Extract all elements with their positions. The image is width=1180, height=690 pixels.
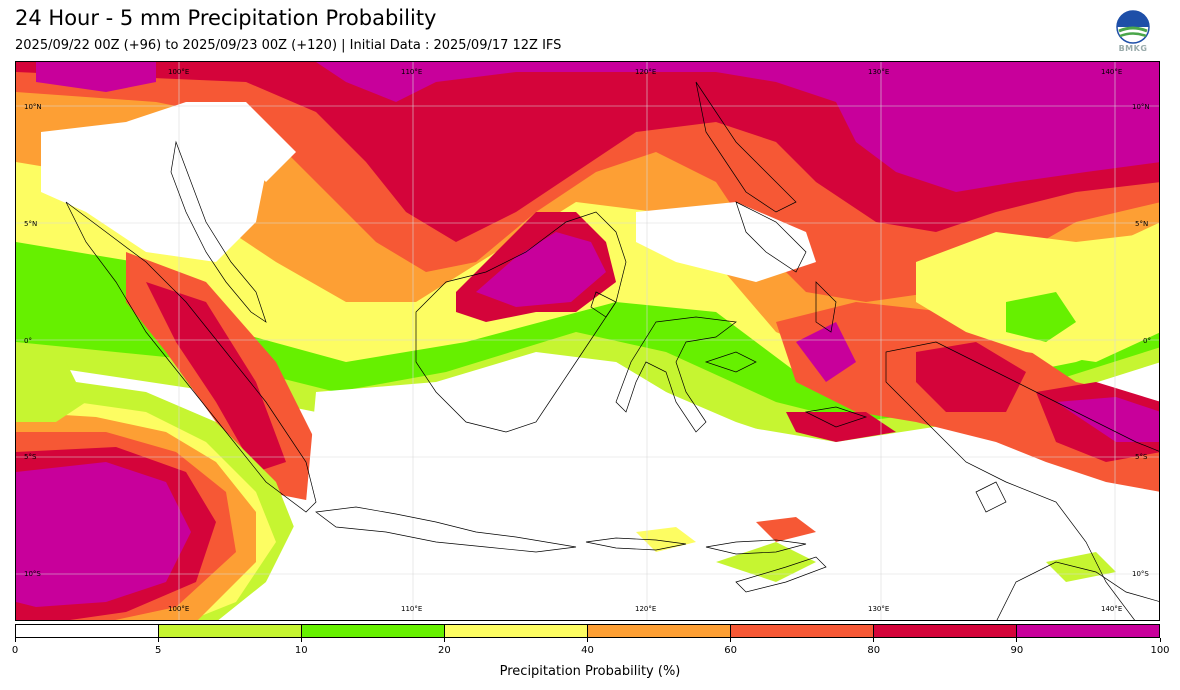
lon-label: 130°E — [868, 68, 890, 76]
map-canvas — [16, 62, 1159, 620]
lon-label: 120°E — [635, 605, 657, 613]
lon-label: 140°E — [1101, 605, 1123, 613]
lat-label: 5°N — [24, 220, 38, 228]
colorbar-tick-label: 40 — [581, 645, 594, 656]
colorbar-tick-label: 0 — [11, 645, 19, 656]
map-title: 24 Hour - 5 mm Precipitation Probability — [15, 6, 437, 30]
lat-label: 0° — [24, 337, 32, 345]
lon-label: 130°E — [868, 605, 890, 613]
colorbar-tick-label: 10 — [294, 645, 308, 656]
colorbar-tick-label: 5 — [154, 645, 162, 656]
lon-label: 110°E — [401, 605, 423, 613]
colorbar-tick — [1159, 638, 1161, 642]
colorbar-segment — [444, 625, 587, 637]
colorbar-tick — [157, 638, 159, 642]
lat-label: 10°N — [1132, 103, 1150, 111]
bmkg-logo-icon — [1116, 10, 1150, 44]
colorbar-tick-label: 80 — [867, 645, 881, 656]
colorbar-segment — [1016, 625, 1159, 637]
colorbar-tick-label: 20 — [438, 645, 451, 656]
lon-label: 110°E — [401, 68, 423, 76]
lat-label: 5°S — [1135, 453, 1148, 461]
lon-label: 140°E — [1101, 68, 1123, 76]
colorbar-tick — [300, 638, 302, 642]
colorbar-tick — [443, 638, 445, 642]
lat-label: 5°N — [1135, 220, 1149, 228]
colorbar-tick — [730, 638, 732, 642]
lon-label: 100°E — [168, 68, 190, 76]
colorbar-tick-label: 100 — [1150, 645, 1170, 656]
colorbar-tick — [587, 638, 588, 642]
colorbar-segment — [730, 625, 873, 637]
colorbar-label: Precipitation Probability (%) — [499, 664, 681, 679]
lat-label: 10°S — [24, 570, 41, 578]
colorbar-tick-label: 60 — [724, 645, 737, 656]
colorbar-tick-label: 90 — [1010, 645, 1024, 656]
lat-label: 10°N — [24, 103, 42, 111]
colorbar-tick — [873, 638, 875, 642]
logo-text: BMKG — [1118, 44, 1148, 53]
colorbar-segment — [587, 625, 730, 637]
lat-label: 10°S — [1132, 570, 1149, 578]
colorbar-tick — [14, 638, 16, 642]
lon-label: 120°E — [635, 68, 657, 76]
lat-label: 0° — [1143, 337, 1151, 345]
colorbar-segment — [16, 625, 158, 637]
colorbar-segment — [158, 625, 301, 637]
colorbar — [15, 624, 1160, 638]
precipitation-map: 100°E 110°E 120°E 130°E 140°E 100°E 110°… — [15, 61, 1160, 621]
colorbar-segment — [873, 625, 1016, 637]
colorbar-segment — [301, 625, 444, 637]
map-subtitle: 2025/09/22 00Z (+96) to 2025/09/23 00Z (… — [15, 38, 562, 53]
lon-label: 100°E — [168, 605, 190, 613]
colorbar-tick — [1016, 638, 1018, 642]
lat-label: 5°S — [24, 453, 37, 461]
